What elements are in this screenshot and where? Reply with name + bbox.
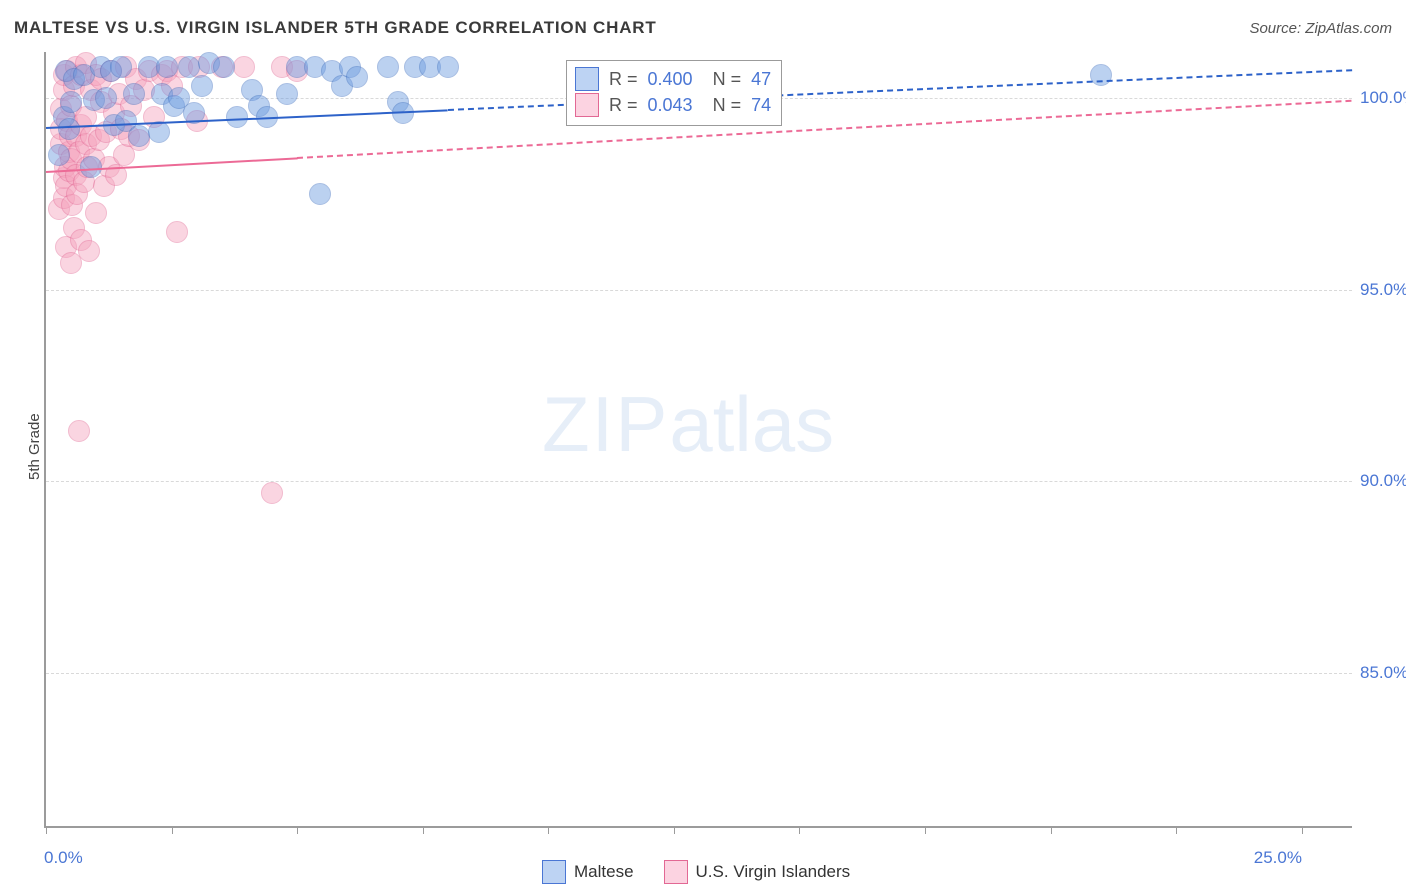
scatter-point [166, 221, 188, 243]
scatter-point [213, 56, 235, 78]
bottom-legend: Maltese U.S. Virgin Islanders [542, 860, 850, 884]
scatter-point [226, 106, 248, 128]
scatter-point [95, 87, 117, 109]
scatter-point [60, 91, 82, 113]
y-tick-label: 85.0% [1360, 663, 1406, 683]
x-tick [674, 826, 675, 834]
scatter-point [123, 83, 145, 105]
x-tick [548, 826, 549, 834]
scatter-point [148, 121, 170, 143]
legend-label: U.S. Virgin Islanders [696, 862, 851, 882]
scatter-point [178, 56, 200, 78]
y-tick-label: 100.0% [1360, 88, 1406, 108]
scatter-point [276, 83, 298, 105]
legend-item: Maltese [542, 860, 634, 884]
stats-legend-box: R =0.400 N =47R =0.043 N =74 [566, 60, 782, 126]
chart-header: MALTESE VS U.S. VIRGIN ISLANDER 5TH GRAD… [14, 18, 1392, 38]
stats-row: R =0.400 N =47 [575, 67, 771, 91]
x-tick [423, 826, 424, 834]
scatter-point [233, 56, 255, 78]
scatter-point [309, 183, 331, 205]
scatter-point [437, 56, 459, 78]
legend-swatch [542, 860, 566, 884]
stats-row: R =0.043 N =74 [575, 93, 771, 117]
y-axis-title: 5th Grade [26, 413, 43, 480]
x-tick [172, 826, 173, 834]
scatter-point [80, 156, 102, 178]
chart-title: MALTESE VS U.S. VIRGIN ISLANDER 5TH GRAD… [14, 18, 657, 38]
gridline [46, 673, 1352, 674]
x-tick [46, 826, 47, 834]
gridline [46, 481, 1352, 482]
scatter-point [78, 240, 100, 262]
y-tick-label: 95.0% [1360, 280, 1406, 300]
gridline [46, 290, 1352, 291]
scatter-point [110, 56, 132, 78]
legend-swatch [575, 67, 599, 91]
legend-swatch [575, 93, 599, 117]
x-tick-label: 25.0% [1254, 848, 1302, 868]
scatter-point [68, 420, 90, 442]
x-tick [925, 826, 926, 834]
x-tick [1302, 826, 1303, 834]
legend-label: Maltese [574, 862, 634, 882]
x-tick [297, 826, 298, 834]
x-tick [1051, 826, 1052, 834]
x-tick-label: 0.0% [44, 848, 83, 868]
scatter-point [261, 482, 283, 504]
scatter-point [85, 202, 107, 224]
scatter-point [377, 56, 399, 78]
legend-item: U.S. Virgin Islanders [664, 860, 851, 884]
chart-source: Source: ZipAtlas.com [1249, 20, 1392, 37]
legend-swatch [664, 860, 688, 884]
scatter-point [191, 75, 213, 97]
scatter-point [346, 66, 368, 88]
scatter-point [48, 144, 70, 166]
scatter-point [156, 56, 178, 78]
scatter-point [128, 125, 150, 147]
plot-area [44, 52, 1352, 828]
x-tick [1176, 826, 1177, 834]
x-tick [799, 826, 800, 834]
scatter-point [58, 118, 80, 140]
scatter-point [1090, 64, 1112, 86]
y-tick-label: 90.0% [1360, 471, 1406, 491]
